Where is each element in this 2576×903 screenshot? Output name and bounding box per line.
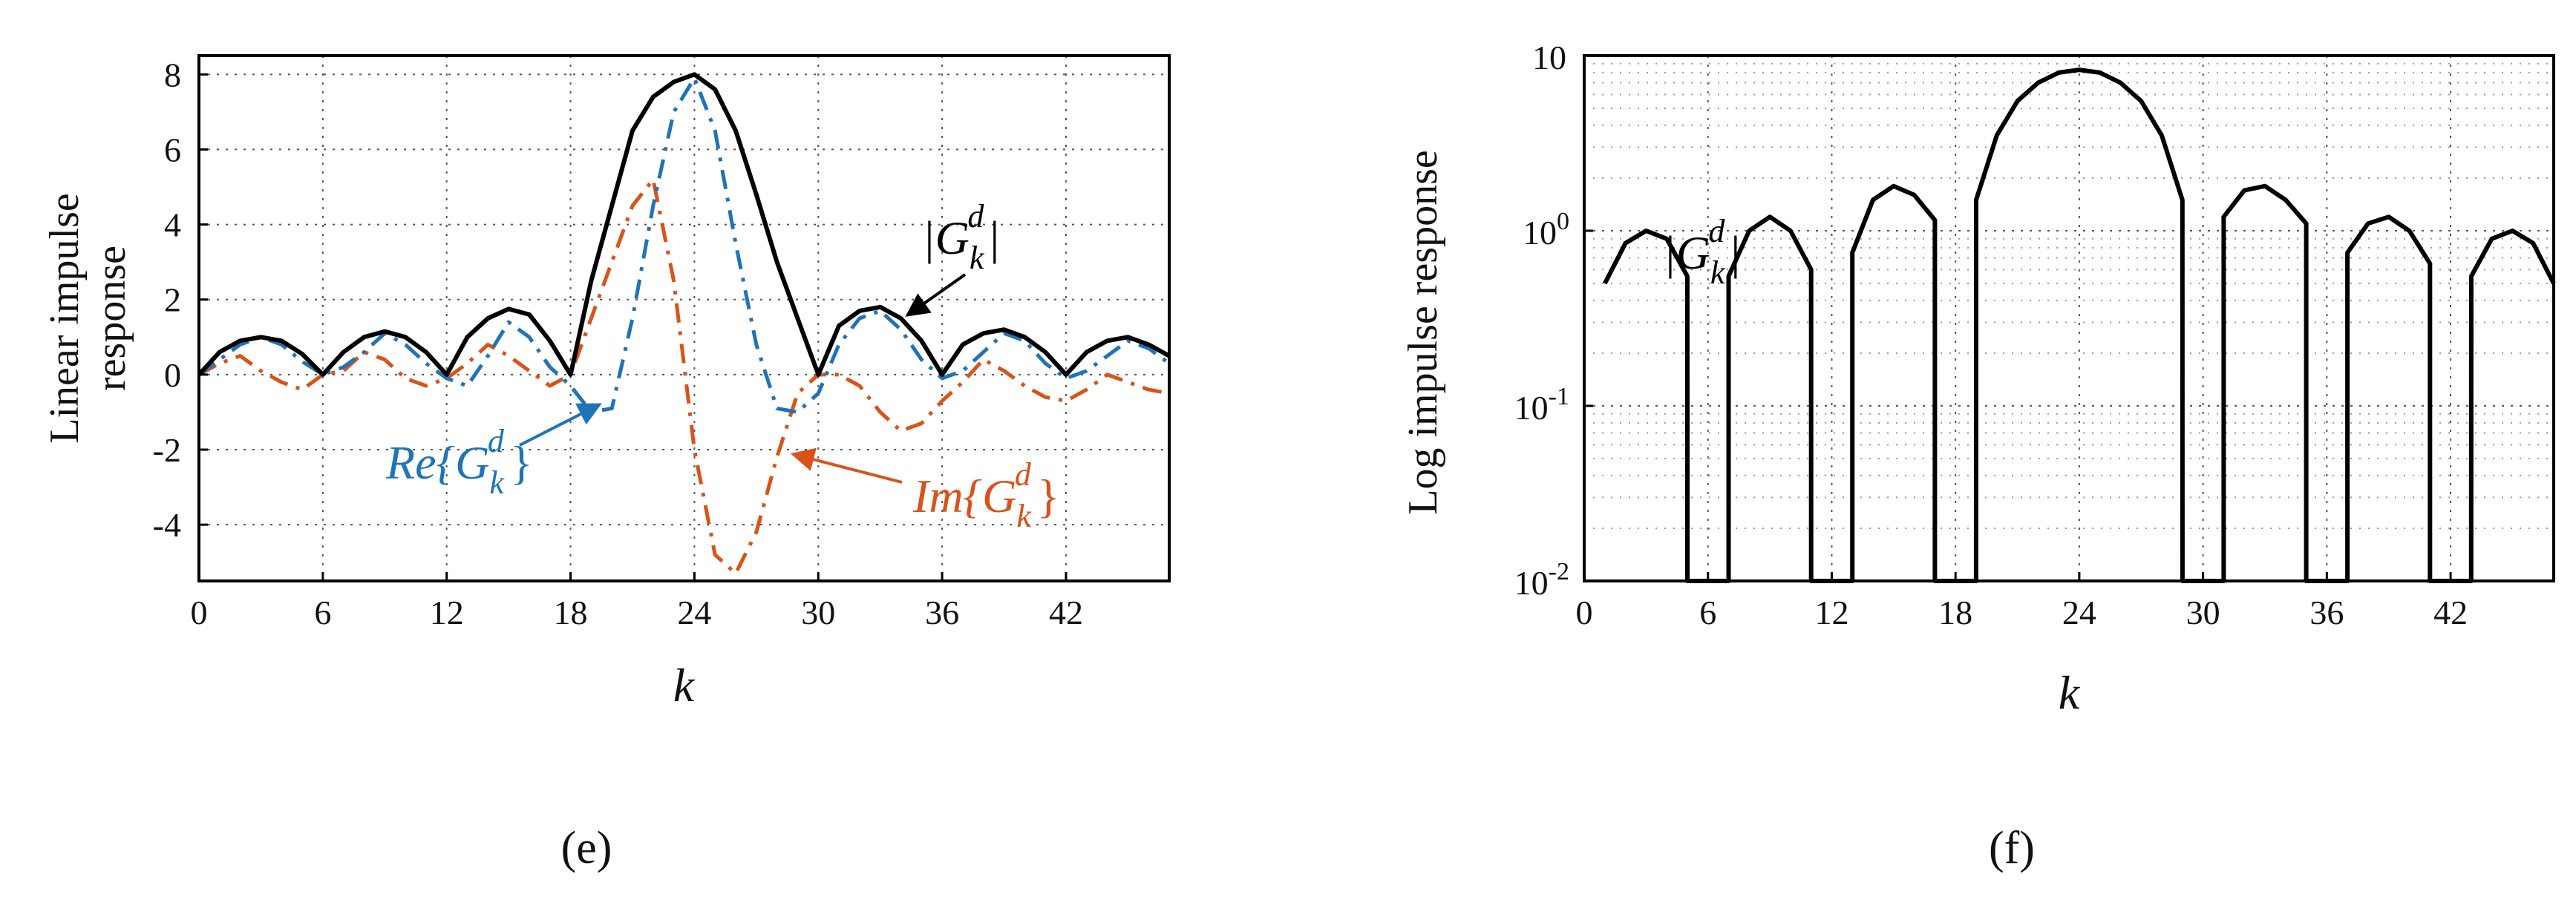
f-series [1603, 68, 2556, 583]
e-mag-sub: k [970, 240, 985, 276]
f-mag-sub: k [1710, 255, 1726, 291]
e-im-close: } [1037, 470, 1060, 522]
f-y-axis-label: Log impulse response [1400, 150, 1446, 514]
e-y-tick-label: 4 [164, 206, 181, 244]
e-series-line-2 [197, 177, 1170, 576]
e-x-tick-label: 24 [677, 594, 711, 631]
e-x-ticks: 0 6 12 18 24 30 36 42 [191, 572, 1083, 631]
e-y-ticks: 8 6 4 2 0 -2 -4 [153, 56, 208, 544]
e-y-tick-label: 2 [164, 281, 181, 319]
e-im-sup: d [1015, 456, 1032, 493]
f-x-tick-label: 18 [1938, 594, 1972, 631]
f-plot-frame [1583, 54, 2555, 582]
e-x-tick-label: 36 [925, 594, 959, 631]
f-x-axis-label: k [2059, 666, 2081, 719]
e-panel-label: (e) [561, 823, 612, 873]
e-series-line-1 [197, 76, 1171, 414]
e-x-tick-label: 18 [554, 594, 588, 631]
e-grid [198, 56, 1169, 581]
f-x-ticks: 0 6 12 18 24 30 36 42 [1576, 572, 2468, 631]
f-x-tick-label: 12 [1814, 594, 1848, 631]
f-x-tick-label: 36 [2309, 594, 2344, 631]
e-mag-sup: d [967, 198, 984, 234]
svg-text:Re{Gkd}: Re{Gkd} [385, 423, 533, 501]
e-y-axis-label-line2: response [88, 246, 134, 391]
f-mag-label: |G [1663, 226, 1710, 279]
e-series-line-0 [197, 72, 1171, 377]
e-re-sub: k [489, 464, 505, 501]
e-mag-label: |G [922, 211, 970, 264]
e-x-tick-label: 0 [191, 594, 208, 631]
e-im-arrow [790, 447, 903, 484]
e-y-tick-label: 8 [164, 56, 181, 93]
f-y-ticks: 10 100 10-1 10-2 [1514, 39, 1593, 602]
e-x-tick-label: 30 [801, 594, 835, 631]
e-x-axis-label: k [673, 659, 696, 712]
e-mag-annotation: |Gkd | [905, 198, 999, 317]
f-mag-close: | [1730, 226, 1740, 279]
e-y-tick-label: -2 [153, 431, 181, 469]
f-panel-label: (f) [1989, 823, 2035, 873]
svg-text:Im{Gkd}: Im{Gkd} [912, 456, 1060, 534]
e-im-label: Im{G [912, 470, 1016, 522]
e-x-tick-label: 6 [314, 594, 331, 631]
svg-text:|Gkd|: |Gkd | [922, 198, 999, 276]
e-x-tick-label: 42 [1049, 594, 1083, 631]
f-x-tick-label: 6 [1699, 594, 1716, 631]
f-y-tick-label: 10-2 [1514, 558, 1569, 602]
e-re-arrow [519, 403, 602, 447]
f-series-line-0 [1603, 68, 2556, 583]
e-mag-close: | [990, 211, 999, 264]
e-series [197, 72, 1171, 576]
f-mag-annotation: |Gkd | [1663, 213, 1740, 291]
f-x-tick-label: 30 [2186, 594, 2220, 631]
e-plot-frame [197, 54, 1171, 582]
e-re-annotation: Re{Gkd} [385, 403, 602, 501]
e-im-sub: k [1016, 498, 1032, 534]
e-y-tick-label: 6 [164, 131, 181, 168]
f-x-tick-label: 42 [2433, 594, 2468, 631]
f-y-tick-label: 10-1 [1514, 383, 1569, 427]
f-y-tick-label: 10 [1532, 39, 1566, 76]
f-x-tick-label: 0 [1576, 594, 1593, 631]
f-mag-sup: d [1708, 213, 1725, 249]
e-y-tick-label: -4 [153, 506, 181, 544]
e-y-axis-label-line1: Linear impulse [42, 193, 88, 443]
e-re-sup: d [488, 423, 505, 459]
e-re-label: Re{G [385, 436, 489, 489]
f-y-tick-label: 100 [1523, 208, 1569, 252]
e-x-tick-label: 12 [430, 594, 464, 631]
e-y-tick-label: 0 [164, 356, 181, 394]
chart-f: 0 6 12 18 24 30 36 42 10 100 10-1 10-2 k Log impul… [1400, 39, 2556, 873]
e-mag-arrow [905, 273, 967, 317]
e-im-annotation: Im{Gkd} [790, 447, 1060, 534]
f-x-tick-label: 24 [2062, 594, 2096, 631]
svg-text:|Gkd|: |Gkd | [1663, 213, 1740, 291]
